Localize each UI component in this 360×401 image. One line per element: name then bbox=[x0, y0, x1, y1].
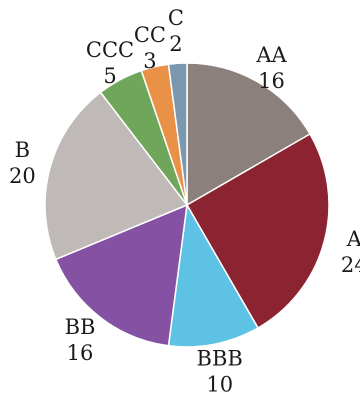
slice-label-bb: BB bbox=[65, 315, 96, 339]
pie-slice-c bbox=[167, 62, 188, 206]
slice-value-b: 20 bbox=[9, 164, 36, 188]
slice-value-bb: 16 bbox=[67, 341, 94, 365]
pie-labels: AA16A24BBB10BB16B20CCC5CC3C2 bbox=[9, 6, 360, 396]
slice-value-aa: 16 bbox=[258, 69, 285, 93]
slice-value-c: 2 bbox=[169, 32, 182, 56]
slice-value-cc: 3 bbox=[143, 49, 156, 73]
pie-slice-aa bbox=[186, 62, 312, 207]
slice-label-bbb: BBB bbox=[197, 346, 243, 370]
slice-label-c: C bbox=[168, 6, 184, 30]
slice-label-aa: AA bbox=[255, 43, 287, 67]
slice-value-bbb: 10 bbox=[206, 372, 233, 396]
slice-label-cc: CC bbox=[134, 23, 166, 47]
pie-slices bbox=[44, 62, 330, 348]
slice-label-a: A bbox=[346, 227, 360, 251]
slice-label-b: B bbox=[15, 138, 30, 162]
pie-slice-bb bbox=[54, 203, 188, 347]
slice-value-a: 24 bbox=[341, 253, 360, 277]
pie-slice-b bbox=[44, 91, 189, 261]
slice-label-ccc: CCC bbox=[86, 38, 134, 62]
pie-slice-a bbox=[185, 132, 330, 330]
pie-slice-bbb bbox=[167, 202, 260, 348]
slice-value-ccc: 5 bbox=[103, 64, 116, 88]
